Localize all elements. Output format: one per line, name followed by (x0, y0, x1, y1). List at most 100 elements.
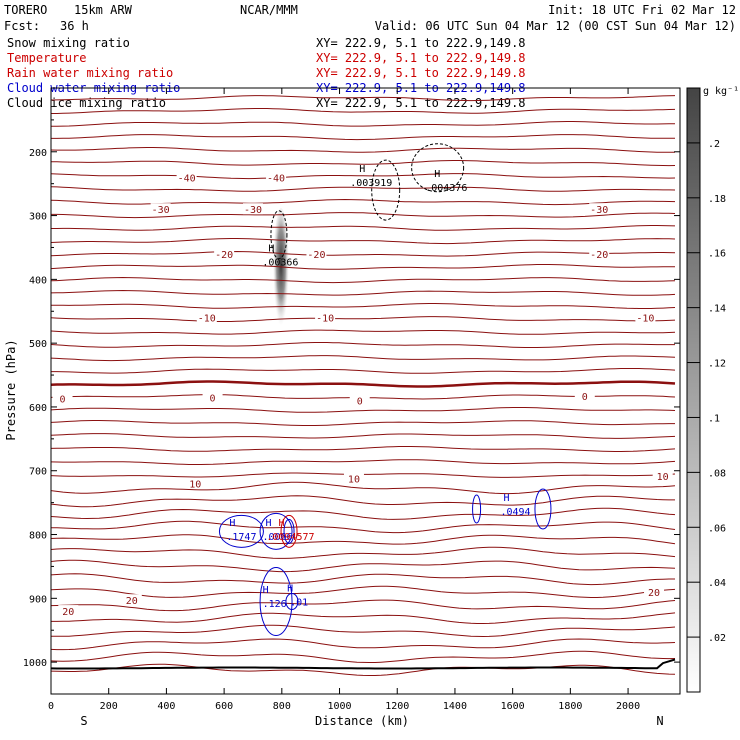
south-label: S (80, 714, 87, 728)
temperature-contour (51, 624, 676, 638)
temperature-contour (51, 663, 676, 676)
temperature-contour (51, 559, 676, 573)
x-tick-label: 0 (48, 701, 54, 712)
cloud-ice-contour (411, 143, 465, 193)
temperature-label: -40 (267, 173, 285, 184)
y-tick-label: 800 (29, 531, 47, 542)
field-name: Snow mixing ratio (7, 36, 130, 50)
maximum-value: .1747 (226, 532, 256, 543)
colorbar-tick-label: .2 (708, 139, 720, 150)
label-background (644, 585, 665, 597)
x-tick-label: 1400 (443, 701, 467, 712)
temperature-contour (51, 250, 676, 257)
label-background (635, 311, 656, 323)
temperature-label: 20 (648, 588, 660, 599)
model-name: TORERO (4, 3, 47, 17)
field-name: Cloud ice mixing ratio (7, 96, 166, 110)
temperature-contour (51, 534, 676, 545)
temperature-contour (51, 212, 676, 219)
temperature-label: 0 (582, 392, 588, 403)
label-background (574, 390, 595, 402)
x-tick-label: 1000 (327, 701, 351, 712)
temperature-contour (51, 289, 676, 296)
maximum-marker: H (268, 244, 274, 255)
maximum-value: .004376 (425, 183, 467, 194)
temperature-contour (51, 355, 676, 362)
temperature-contour (51, 198, 676, 206)
maximum-marker: H (287, 584, 293, 595)
temperature-contour (51, 420, 675, 426)
y-tick-label: 300 (29, 212, 47, 223)
temperature-contour (51, 238, 676, 245)
temperature-label: -10 (198, 314, 216, 325)
temperature-contour (51, 225, 676, 231)
colorbar-tick-label: .12 (708, 359, 726, 370)
label-background (589, 247, 610, 259)
colorbar-tick-label: .06 (708, 523, 726, 534)
colorbar-tick-label: .14 (708, 304, 726, 315)
x-tick-label: 400 (157, 701, 175, 712)
maximum-marker: H (263, 585, 269, 596)
field-xy: XY= 222.9, 5.1 to 222.9,149.8 (316, 51, 526, 65)
label-background (214, 247, 235, 259)
colorbar: .02 .04 .06 .08 .1 .12 .14 .16 .18 .2 g kg⁻¹ (686, 86, 739, 693)
cloud-water-contour (218, 514, 264, 548)
field-name: Temperature (7, 51, 86, 65)
temperature-contour (51, 134, 675, 141)
colorbar-unit: g kg⁻¹ (703, 86, 739, 97)
temperature-contour (51, 186, 676, 192)
temperature-label: -20 (215, 250, 233, 261)
label-background (266, 171, 287, 183)
rain-water-contour (280, 514, 298, 548)
cloud-water-contour (285, 593, 299, 611)
temperature-label: 10 (189, 479, 201, 490)
temperature-contour (51, 407, 676, 413)
label-background (121, 594, 142, 606)
north-label: N (656, 714, 663, 728)
temperature-contour (51, 573, 675, 586)
maximum-value: .00366 (262, 258, 298, 269)
colorbar-tick-label: .18 (708, 194, 726, 205)
cloud-ice-contour (270, 210, 288, 260)
y-tick-label: 500 (29, 339, 47, 350)
plot-frame (50, 87, 681, 695)
temperature-label: -20 (307, 250, 325, 261)
temperature-label: 0 (60, 395, 66, 406)
label-background (196, 311, 217, 323)
field-xy: XY= 222.9, 5.1 to 222.9,149.8 (316, 36, 526, 50)
snow-shading (273, 208, 289, 332)
maximum-value: .01 (290, 598, 308, 609)
label-background (242, 203, 263, 215)
y-tick-label: 900 (29, 594, 47, 605)
cloud-water-contour (472, 494, 482, 524)
temperature-contour (51, 147, 675, 153)
temperature-contour (51, 520, 676, 534)
forecast-label: Fcst: (4, 19, 40, 33)
cloud-water-contour (259, 512, 293, 550)
plot-area (51, 95, 676, 676)
colorbar-scale (686, 87, 701, 693)
temperature-contour (51, 173, 676, 180)
maximum-marker: H (504, 493, 510, 504)
temperature-label: -10 (316, 314, 334, 325)
label-background (52, 392, 73, 404)
temperature-contour (51, 433, 676, 439)
label-background (652, 469, 673, 481)
temperature-contour (51, 303, 676, 309)
x-tick-label: 200 (100, 701, 118, 712)
x-tick-label: 2000 (616, 701, 640, 712)
temperature-label: -30 (152, 205, 170, 216)
temperature-contour (51, 585, 676, 598)
temperature-contour (51, 329, 676, 335)
temperature-label: 0 (357, 397, 363, 408)
label-background (349, 394, 370, 406)
temperature-contour (51, 108, 676, 114)
temperature-contour (51, 612, 676, 624)
field-name: Rain water mixing ratio (7, 66, 173, 80)
temperature-label: 10 (657, 472, 669, 483)
cloud-ice-contour (371, 159, 401, 221)
maximum-marker: H (359, 164, 365, 175)
x-tick-label: 1800 (558, 701, 582, 712)
x-tick-label: 1200 (385, 701, 409, 712)
